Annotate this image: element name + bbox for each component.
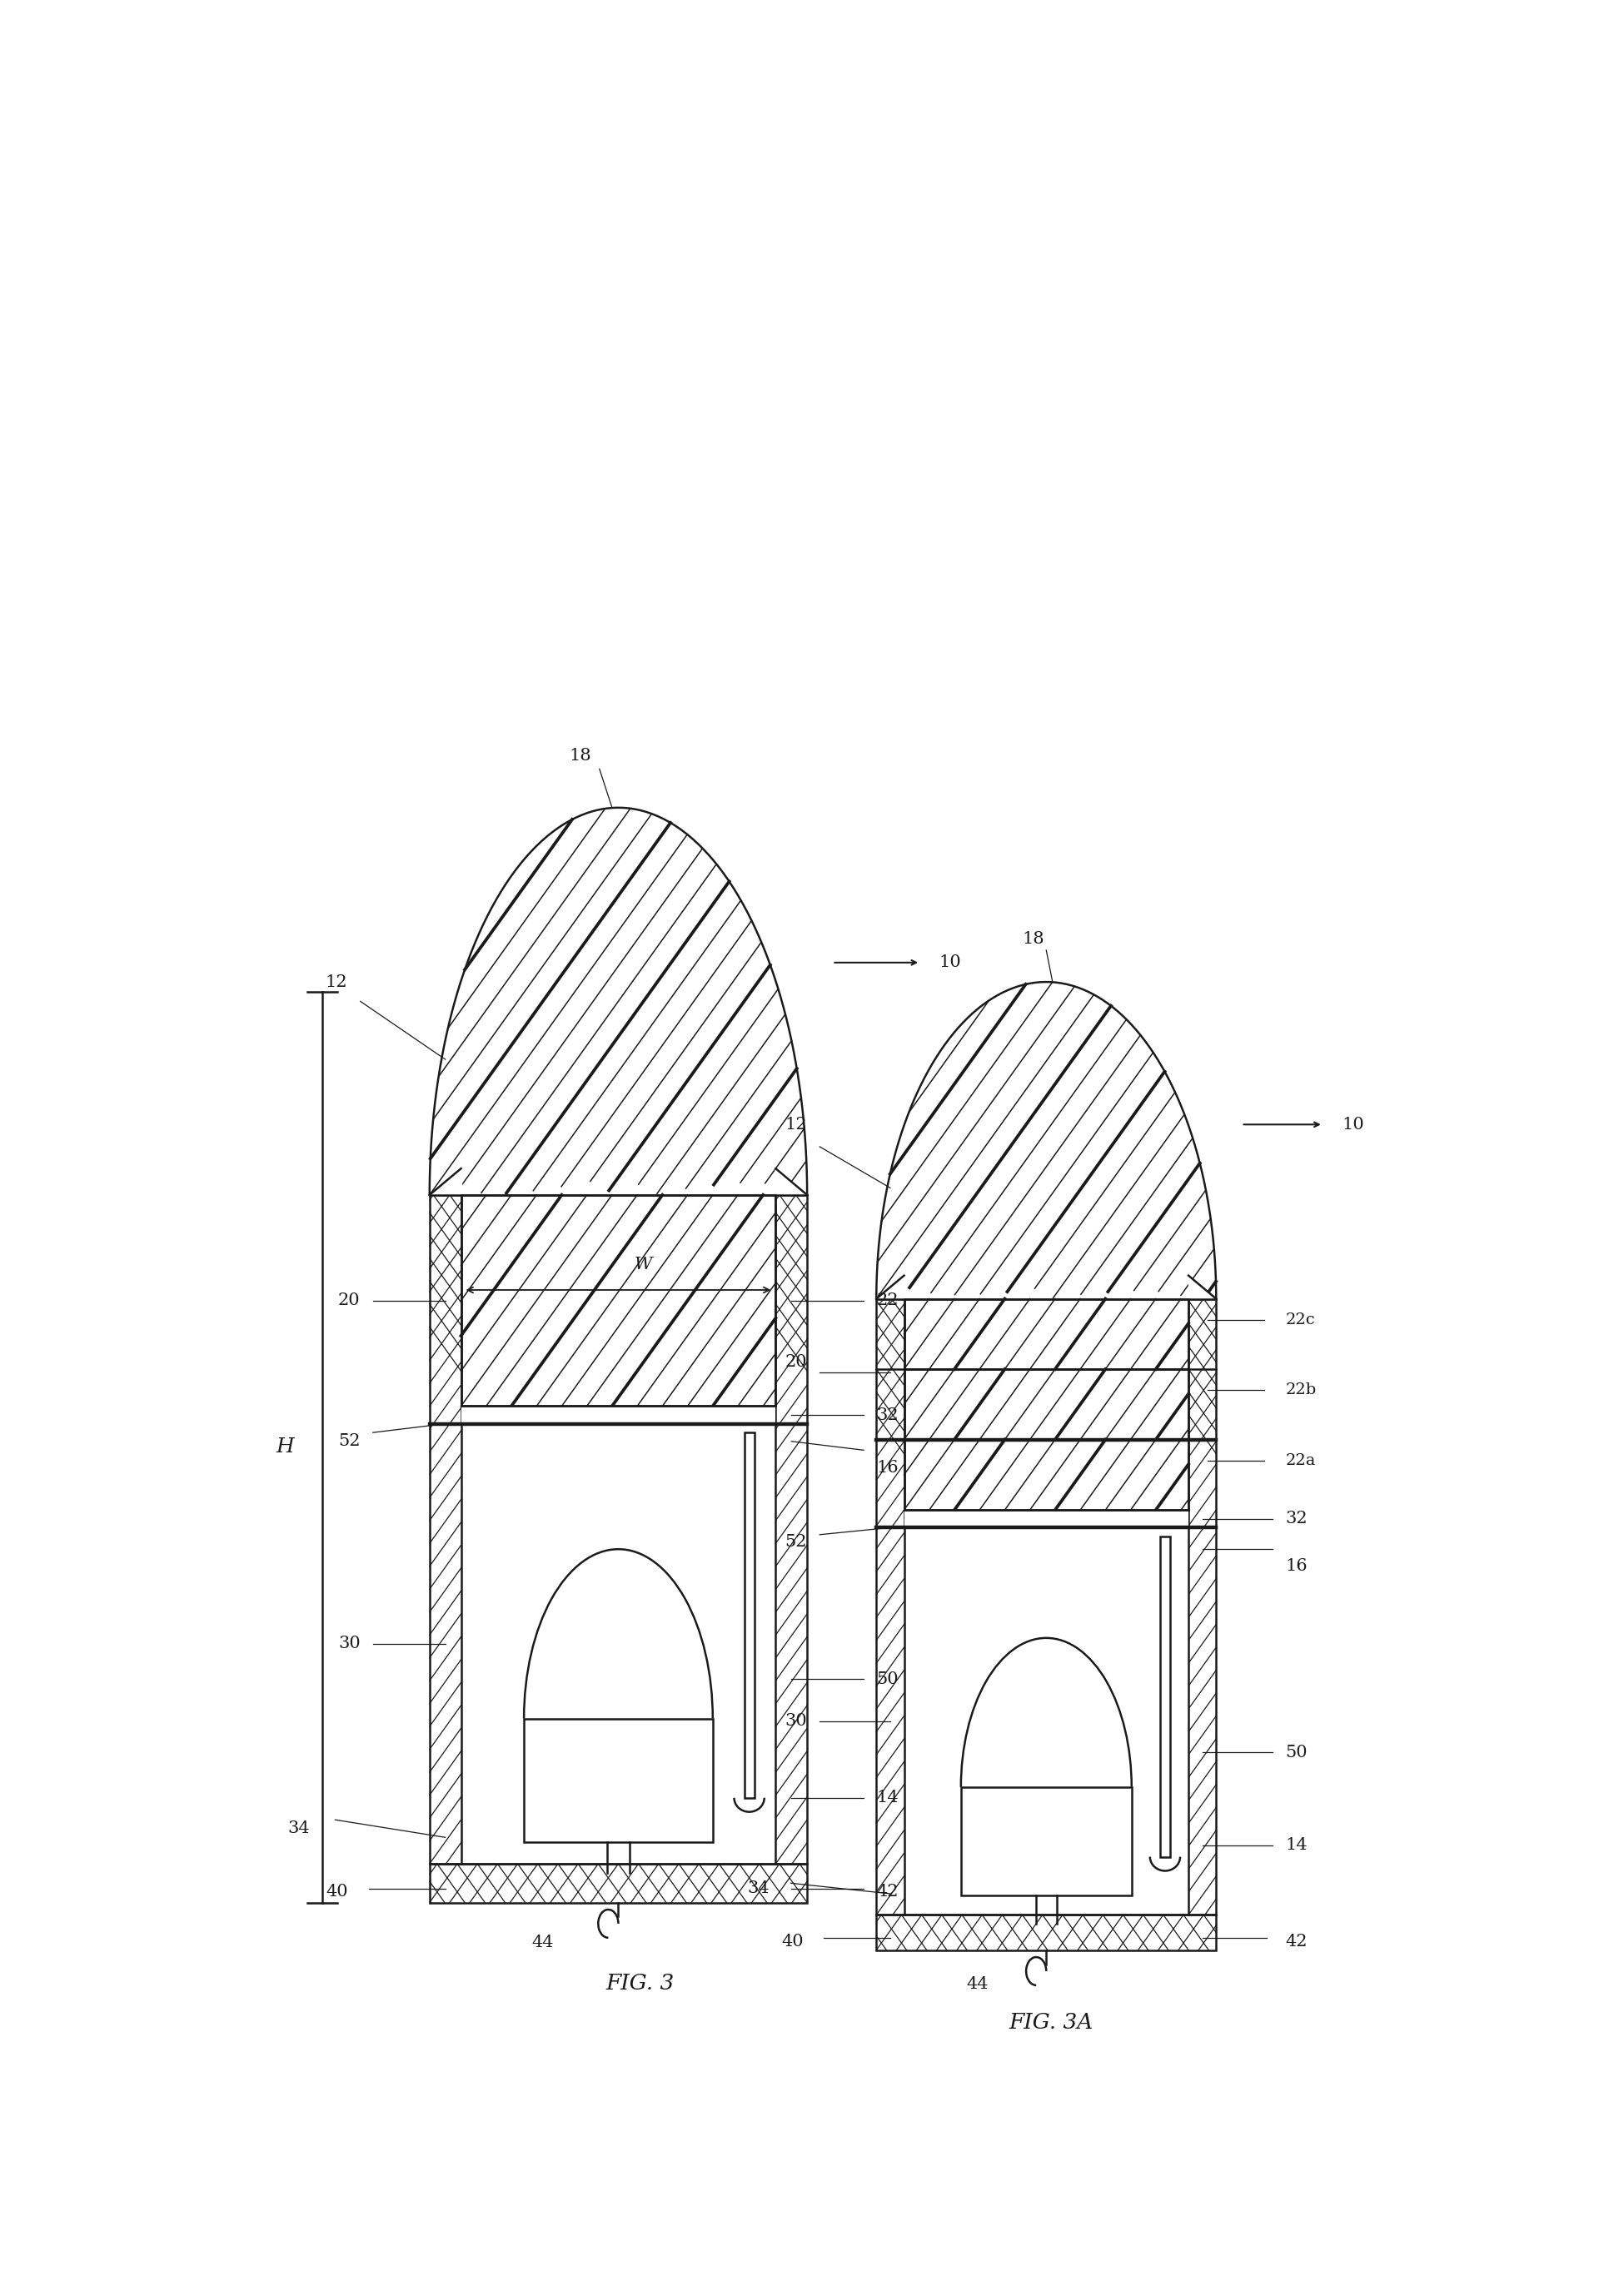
Bar	[525, 1719, 713, 1843]
Bar	[1189, 1298, 1216, 1916]
Text: 32: 32	[1286, 1511, 1307, 1527]
Bar	[525, 1701, 713, 1843]
Bar	[1160, 1536, 1171, 1856]
Text: 30: 30	[784, 1712, 807, 1728]
Text: 42: 42	[877, 1884, 898, 1900]
Polygon shape	[877, 1276, 905, 1298]
Text: 20: 20	[784, 1353, 807, 1369]
Text: 22b: 22b	[1286, 1383, 1317, 1397]
Text: FIG. 3A: FIG. 3A	[1009, 2012, 1093, 2032]
Bar	[776, 1196, 807, 1863]
Text: W: W	[635, 1257, 653, 1273]
Text: 22c: 22c	[1286, 1312, 1315, 1328]
Text: 12: 12	[325, 974, 348, 990]
Text: 22: 22	[877, 1292, 898, 1308]
Text: 34: 34	[747, 1881, 770, 1897]
Bar	[961, 1772, 1132, 1895]
Text: H: H	[276, 1438, 294, 1456]
Text: 14: 14	[877, 1790, 898, 1806]
Text: 42: 42	[1286, 1934, 1307, 1950]
Text: 44: 44	[531, 1934, 554, 1950]
Text: 18: 18	[570, 748, 591, 764]
Bar	[430, 1863, 807, 1902]
Text: 40: 40	[781, 1934, 804, 1950]
Bar	[905, 1369, 1189, 1440]
Bar	[905, 1298, 1189, 1369]
Polygon shape	[430, 1168, 461, 1196]
Bar	[905, 1527, 1189, 1916]
Text: 18: 18	[1023, 930, 1044, 946]
Text: 10: 10	[1341, 1116, 1364, 1132]
Bar	[744, 1433, 754, 1797]
Text: 16: 16	[877, 1461, 898, 1477]
Text: 22a: 22a	[1286, 1454, 1315, 1468]
Bar	[961, 1788, 1132, 1895]
Text: FIG. 3: FIG. 3	[606, 1973, 674, 1993]
Text: 14: 14	[1286, 1838, 1307, 1854]
Bar	[877, 1298, 905, 1916]
Bar	[905, 1298, 1189, 1369]
Text: 32: 32	[877, 1406, 898, 1422]
Text: 20: 20	[338, 1292, 361, 1308]
Bar	[905, 1440, 1189, 1511]
Text: 30: 30	[338, 1637, 361, 1653]
Bar	[905, 1369, 1189, 1440]
Text: 52: 52	[784, 1534, 807, 1550]
Polygon shape	[1189, 1276, 1216, 1298]
Text: 10: 10	[939, 956, 961, 972]
Text: 50: 50	[1286, 1744, 1307, 1760]
Bar	[461, 1406, 776, 1424]
Bar	[461, 1424, 776, 1863]
Text: 52: 52	[338, 1433, 361, 1449]
Bar	[461, 1196, 776, 1406]
Bar	[877, 1916, 1216, 1950]
Polygon shape	[430, 807, 807, 1196]
Text: 12: 12	[784, 1116, 807, 1132]
Polygon shape	[877, 983, 1216, 1298]
Polygon shape	[776, 1168, 807, 1196]
Bar	[905, 1440, 1189, 1511]
Bar	[905, 1511, 1189, 1527]
Text: 16: 16	[1286, 1559, 1307, 1575]
Text: 40: 40	[325, 1884, 348, 1900]
Text: 44: 44	[966, 1977, 987, 1993]
Bar	[430, 1196, 461, 1863]
Text: 50: 50	[877, 1671, 898, 1687]
Bar	[461, 1196, 776, 1406]
Text: 34: 34	[287, 1820, 310, 1836]
